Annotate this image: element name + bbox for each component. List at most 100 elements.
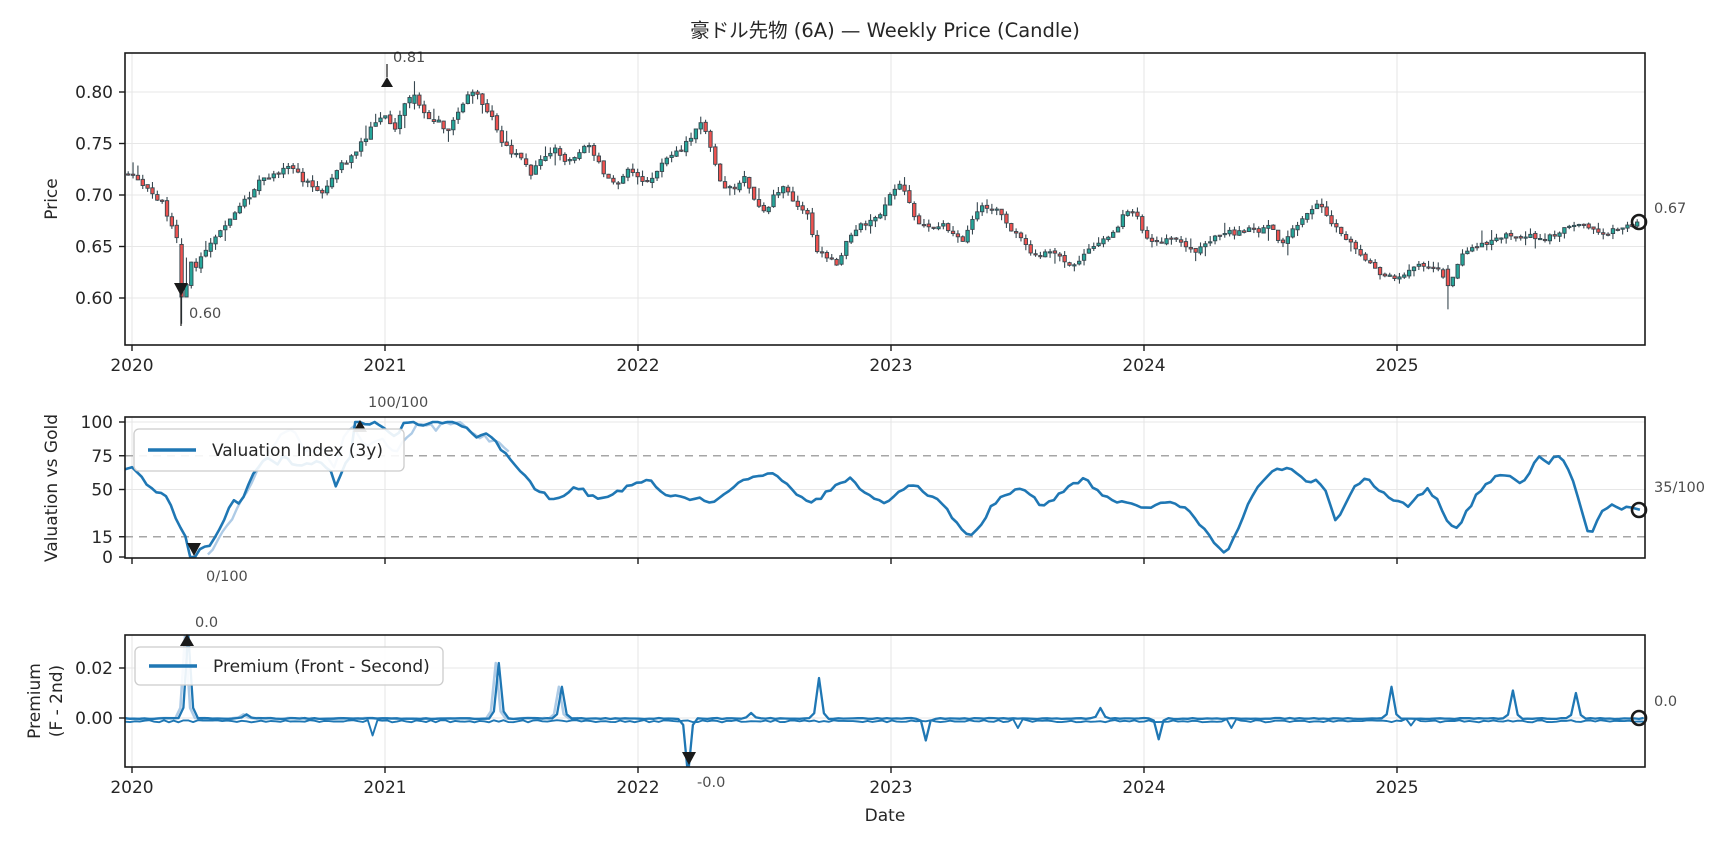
- candle-up: [873, 217, 878, 222]
- candle-up: [208, 242, 213, 252]
- last-price-ring-icon: [1630, 213, 1648, 231]
- candle-down: [1183, 241, 1189, 248]
- last-value-ring-icon: [1630, 501, 1648, 519]
- candle-down: [761, 204, 766, 212]
- candle-down: [276, 172, 281, 175]
- candle-down: [722, 181, 728, 189]
- candle-down: [616, 182, 621, 185]
- candle-up: [698, 122, 703, 130]
- candle-up: [1246, 227, 1252, 233]
- candle-up: [693, 128, 699, 140]
- candle-up: [412, 94, 417, 104]
- last-value-ring-icon: [1630, 709, 1648, 727]
- candle-up: [844, 240, 849, 256]
- candle-up: [538, 159, 543, 167]
- candle-up: [936, 226, 941, 230]
- candle-down: [1431, 266, 1436, 269]
- candle-down: [1426, 266, 1431, 269]
- candle-up: [1077, 260, 1082, 265]
- candle-down: [1144, 230, 1150, 239]
- candle-down: [921, 224, 927, 227]
- candle-down: [960, 236, 965, 242]
- candle-up: [1547, 234, 1553, 242]
- candle-down: [907, 190, 912, 203]
- candle-down: [519, 152, 524, 159]
- candle-up: [1450, 276, 1455, 287]
- candle-up: [1120, 214, 1126, 228]
- candle-up: [1081, 253, 1087, 261]
- candle-down: [596, 155, 602, 163]
- candle-down: [679, 149, 684, 152]
- valuation-last-annotation: 35/100: [1654, 480, 1705, 496]
- candle-up: [620, 175, 626, 184]
- candle-up: [247, 197, 252, 200]
- premium-y-axis-label-line1: Premium: [25, 663, 45, 739]
- candle-down: [732, 186, 737, 190]
- candle-up: [1387, 274, 1392, 277]
- candle-up: [1504, 233, 1509, 239]
- candle-up: [659, 162, 665, 172]
- candle-up: [970, 219, 975, 230]
- x-tick-label: 2025: [1375, 778, 1418, 798]
- candle-down: [344, 162, 349, 165]
- candle-down: [1169, 237, 1174, 240]
- candle-up: [1091, 246, 1096, 249]
- candle-down: [630, 168, 635, 173]
- candle-down: [388, 114, 393, 125]
- candle-up: [839, 255, 844, 265]
- premium-legend-label: Premium (Front - Second): [213, 657, 430, 677]
- candle-down: [1552, 234, 1557, 237]
- candle-up: [654, 170, 660, 179]
- candle-down: [1028, 244, 1033, 254]
- candle-down: [824, 252, 830, 259]
- y-tick-label: 0.02: [75, 659, 113, 679]
- y-tick-label: 0.80: [75, 83, 113, 103]
- candle-up: [378, 117, 383, 123]
- candle-down: [562, 153, 568, 162]
- premium-second-line: [125, 717, 1644, 737]
- candle-up: [451, 119, 456, 131]
- candle-down: [1232, 229, 1237, 236]
- candle-down: [417, 94, 422, 106]
- price-gridlines: [125, 53, 1645, 345]
- candle-down: [150, 187, 155, 195]
- candle-down: [480, 93, 485, 105]
- x-tick-label: 2023: [869, 356, 912, 376]
- candle-up: [223, 225, 228, 231]
- candle-up: [358, 141, 364, 152]
- candle-down: [703, 121, 708, 132]
- candle-up: [882, 204, 888, 217]
- candle-down: [1023, 238, 1028, 246]
- candle-up: [897, 183, 902, 190]
- candle-up: [965, 229, 970, 243]
- candle-down: [441, 120, 446, 130]
- candle-down: [169, 216, 175, 227]
- candle-down: [1373, 261, 1378, 269]
- candle-down: [315, 186, 320, 191]
- candle-down: [160, 199, 165, 202]
- candle-down: [1018, 232, 1024, 239]
- premium-min-annotation: -0.0: [697, 775, 725, 791]
- candle-down: [485, 103, 490, 113]
- candle-down: [1275, 229, 1281, 241]
- premium-panel-frame: [124, 634, 1646, 768]
- candle-down: [1013, 231, 1019, 234]
- x-tick-label: 2020: [110, 778, 153, 798]
- candle-down: [955, 233, 961, 238]
- candle-up: [286, 165, 291, 169]
- y-tick-label: 0.75: [75, 135, 113, 155]
- candle-up: [980, 205, 985, 213]
- x-tick-label: 2023: [869, 778, 912, 798]
- x-tick-label: 2021: [363, 356, 406, 376]
- candle-down: [1586, 223, 1591, 229]
- candle-down: [1484, 241, 1489, 245]
- candle-up: [218, 230, 223, 237]
- candle-up: [1106, 236, 1111, 240]
- candle-up: [1625, 224, 1630, 229]
- candle-down: [834, 258, 839, 266]
- candle-down: [989, 208, 995, 211]
- candle-down: [1067, 262, 1072, 266]
- candle-up: [189, 261, 194, 286]
- candle-up: [548, 152, 553, 157]
